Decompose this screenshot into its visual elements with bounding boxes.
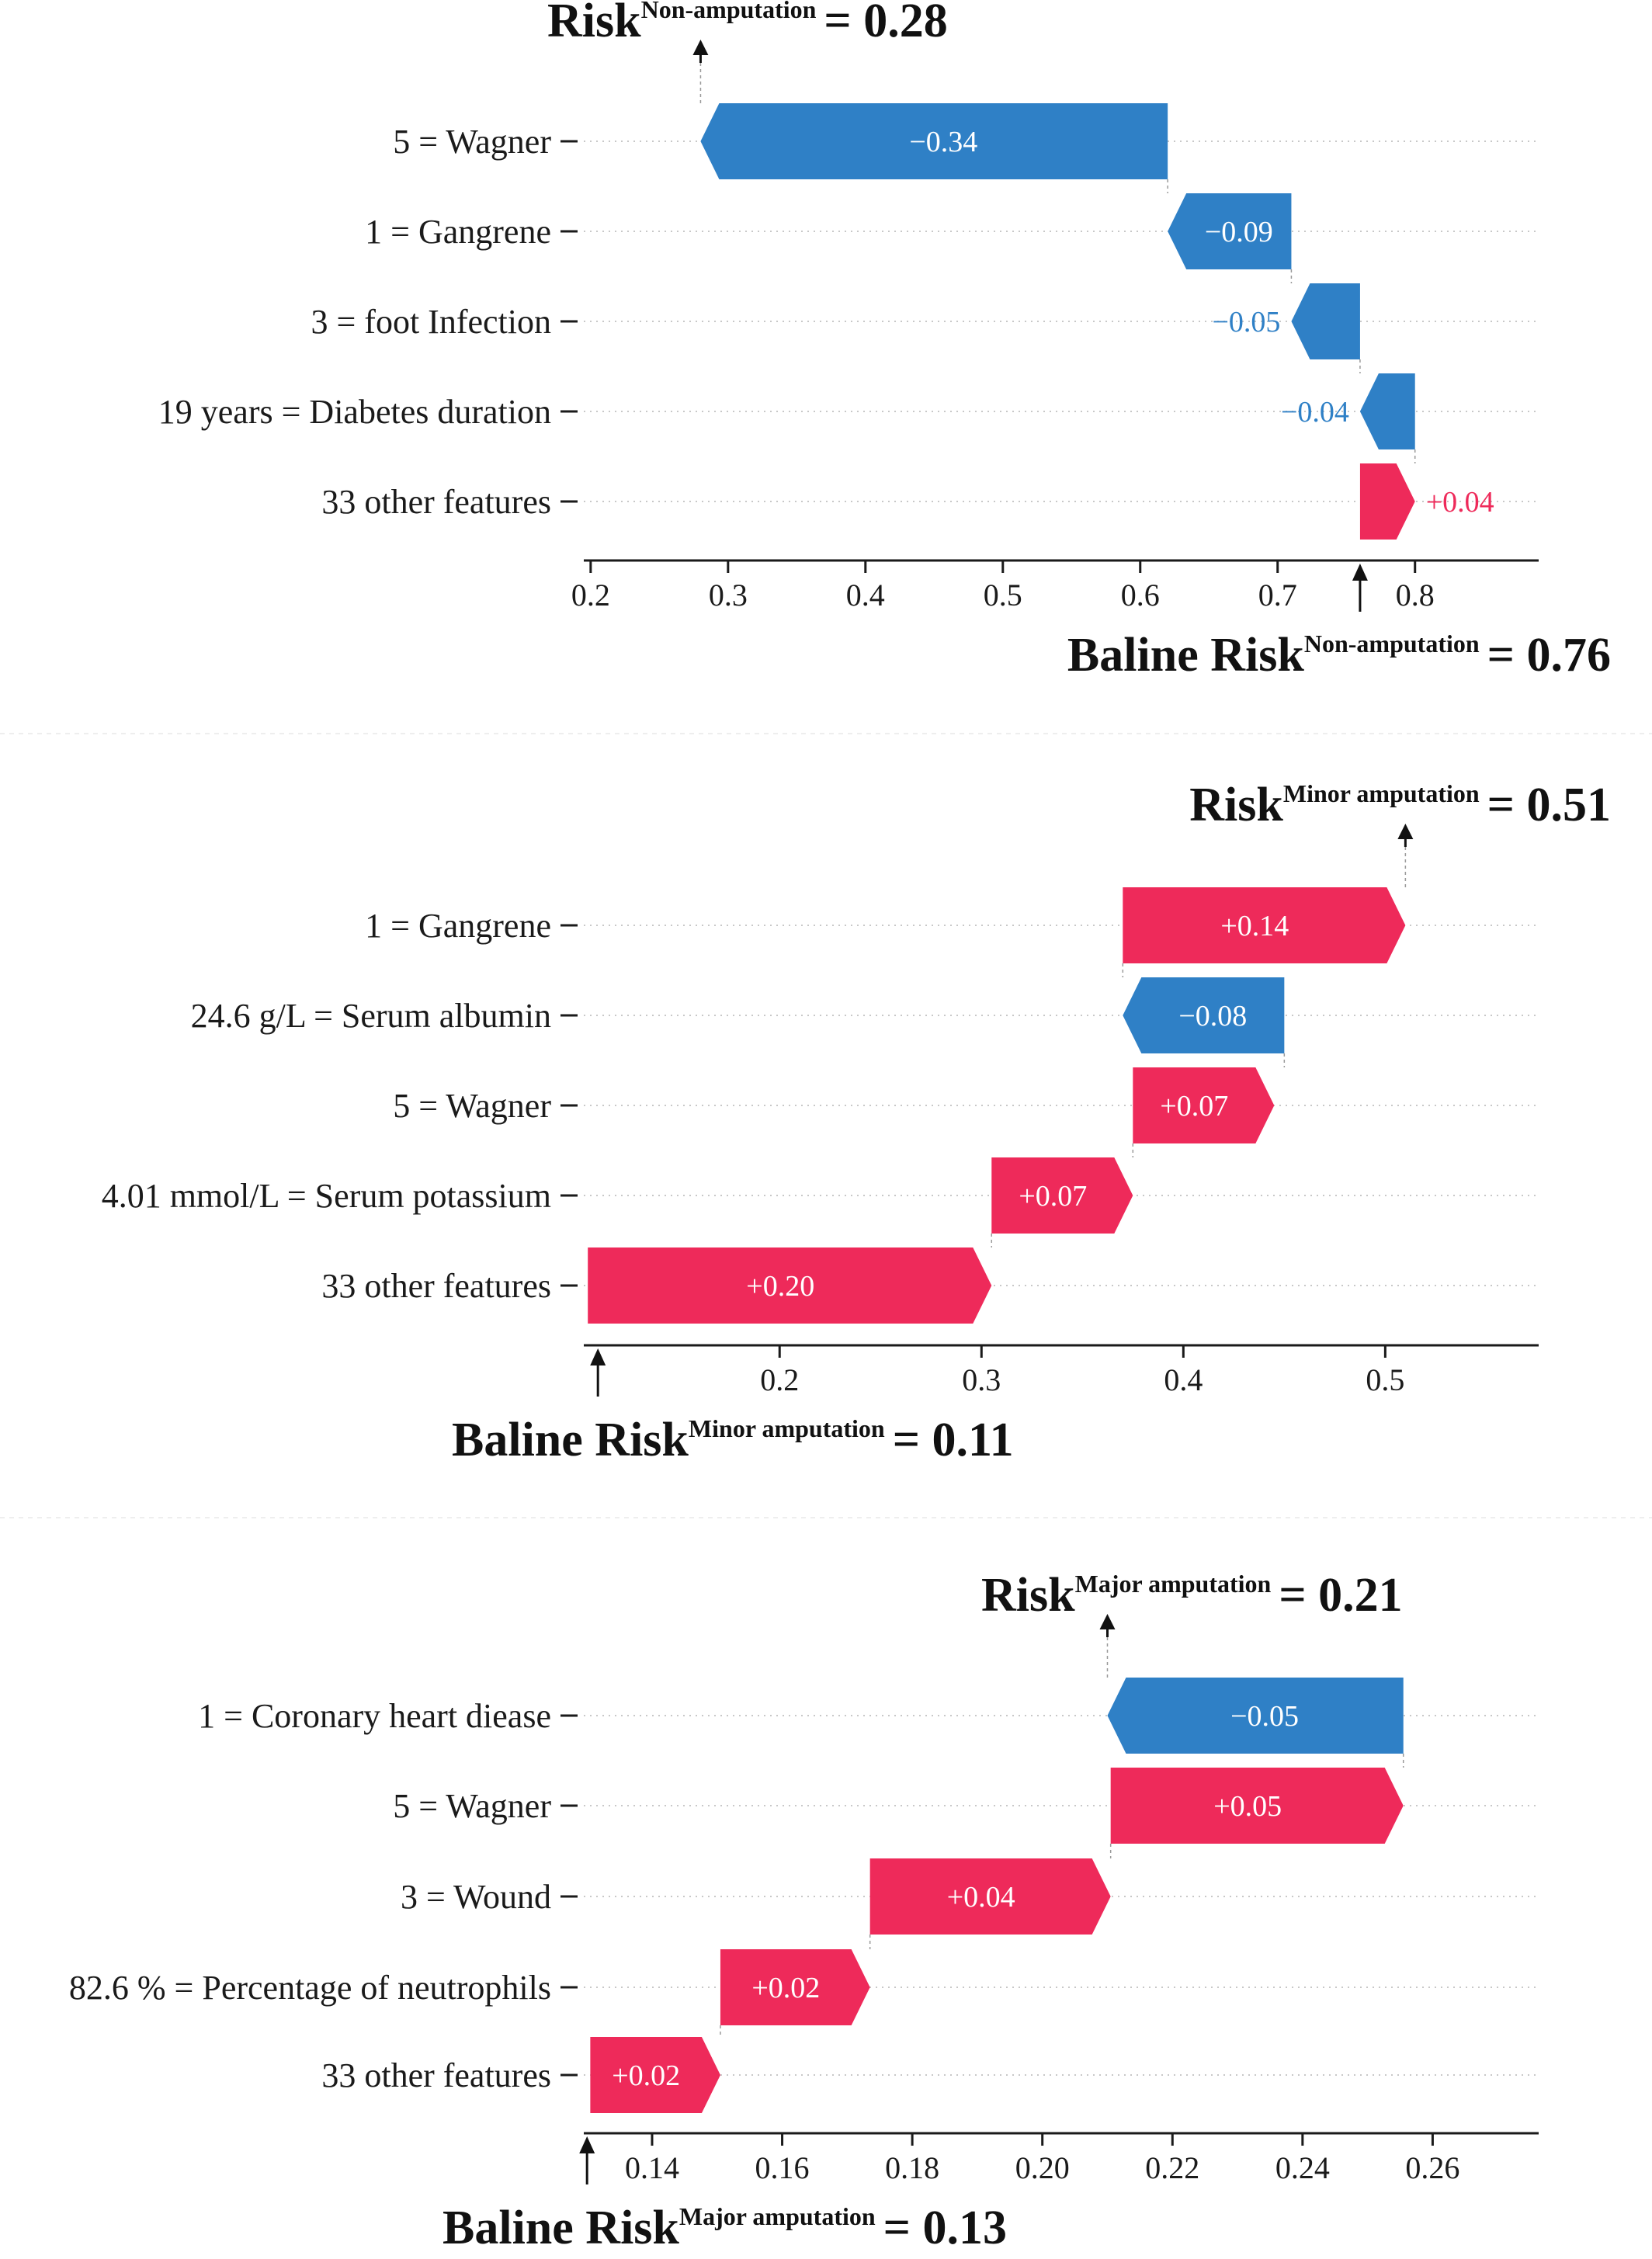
base-risk-title: Baline RiskMajor amputation = 0.13 xyxy=(442,2202,1007,2254)
final-risk-title: RiskNon-amputation = 0.28 xyxy=(547,0,948,47)
feature-label: 82.6 % = Percentage of neutrophils xyxy=(69,1969,551,2007)
x-tick-label: 0.26 xyxy=(1405,2150,1459,2185)
final-risk-title-value: = 0.28 xyxy=(824,0,947,47)
x-tick-label: 0.7 xyxy=(1258,578,1297,612)
bar-value-label: +0.02 xyxy=(612,2059,680,2092)
x-tick-label: 0.2 xyxy=(571,578,610,612)
x-tick-label: 0.14 xyxy=(625,2150,679,2185)
base-risk-title-value: = 0.76 xyxy=(1487,629,1611,682)
final-risk-title: RiskMajor amputation = 0.21 xyxy=(981,1569,1403,1622)
bar-value-label: +0.02 xyxy=(751,1972,820,2004)
x-tick-label: 0.18 xyxy=(885,2150,939,2185)
feature-label: 3 = foot Infection xyxy=(311,303,551,341)
positive-contribution-bar xyxy=(869,1858,1111,1935)
base-risk-title-prefix: Baline Risk xyxy=(1067,629,1304,682)
bar-value-label: −0.08 xyxy=(1178,1000,1247,1032)
x-tick-label: 0.24 xyxy=(1275,2150,1330,2185)
bar-value-label: −0.05 xyxy=(1230,1700,1299,1733)
bar-value-label: +0.05 xyxy=(1213,1790,1282,1823)
up-arrow-icon xyxy=(1397,824,1414,839)
final-risk-title-prefix: Risk xyxy=(1189,779,1283,831)
negative-contribution-bar xyxy=(1359,373,1415,449)
up-arrow-icon xyxy=(1099,1614,1116,1629)
positive-contribution-bar xyxy=(1359,463,1415,540)
negative-contribution-bar xyxy=(1291,283,1360,359)
bar-value-label: +0.20 xyxy=(746,1270,814,1303)
final-risk-title-value: = 0.21 xyxy=(1279,1569,1402,1622)
up-arrow-icon xyxy=(590,1348,606,1365)
x-tick-label: 0.4 xyxy=(1164,1362,1203,1397)
x-tick-label: 0.4 xyxy=(846,578,885,612)
feature-label: 33 other features xyxy=(321,1267,551,1305)
bar-value-label: +0.14 xyxy=(1220,910,1289,942)
bar-value-label: −0.05 xyxy=(1213,306,1281,338)
x-tick-label: 0.16 xyxy=(755,2150,810,2185)
x-tick-label: 0.3 xyxy=(709,578,748,612)
x-tick-label: 0.6 xyxy=(1121,578,1160,612)
positive-contribution-bar xyxy=(1133,1067,1275,1143)
final-risk-title-prefix: Risk xyxy=(981,1569,1075,1622)
base-risk-title-superscript: Non-amputation xyxy=(1304,630,1480,658)
base-risk-title-prefix: Baline Risk xyxy=(452,1414,689,1466)
final-risk-title-value: = 0.51 xyxy=(1487,779,1611,831)
final-risk-title: RiskMinor amputation = 0.51 xyxy=(1189,779,1611,831)
positive-contribution-bar xyxy=(588,1247,992,1324)
x-tick-label: 0.8 xyxy=(1396,578,1435,612)
feature-label: 5 = Wagner xyxy=(393,123,551,161)
x-tick-label: 0.5 xyxy=(984,578,1022,612)
bar-value-label: +0.07 xyxy=(1019,1180,1087,1213)
panel-minor-amputation: +0.14 1 = Gangrene −0.08 24.6 g/L = Serum a… xyxy=(102,779,1611,1466)
positive-contribution-bar xyxy=(590,2037,720,2113)
bar-value-label: +0.07 xyxy=(1160,1090,1228,1123)
positive-contribution-bar xyxy=(991,1157,1133,1234)
x-tick-label: 0.20 xyxy=(1015,2150,1070,2185)
feature-label: 1 = Gangrene xyxy=(365,907,551,945)
feature-label: 33 other features xyxy=(321,483,551,521)
up-arrow-icon xyxy=(692,40,709,55)
final-risk-title-superscript: Major amputation xyxy=(1075,1570,1272,1598)
panel-major-amputation: −0.05 1 = Coronary heart diease +0.05 5 = W… xyxy=(69,1569,1539,2254)
x-tick-label: 0.22 xyxy=(1145,2150,1199,2185)
bar-value-label: −0.34 xyxy=(909,126,977,158)
up-arrow-icon xyxy=(1352,564,1368,581)
bar-value-label: −0.09 xyxy=(1205,216,1273,248)
feature-label: 1 = Gangrene xyxy=(365,213,551,251)
positive-contribution-bar xyxy=(720,1949,870,2025)
feature-label: 19 years = Diabetes duration xyxy=(158,393,551,431)
negative-contribution-bar xyxy=(1123,977,1285,1053)
panel-non-amputation: −0.34 5 = Wagner −0.09 1 = Gangrene −0.05 3 =… xyxy=(158,0,1611,682)
final-risk-title-superscript: Non-amputation xyxy=(641,0,817,23)
positive-contribution-bar xyxy=(1110,1768,1404,1844)
negative-contribution-bar xyxy=(1107,1678,1404,1754)
base-risk-title: Baline RiskNon-amputation = 0.76 xyxy=(1067,629,1611,682)
base-risk-title-superscript: Minor amputation xyxy=(689,1414,885,1442)
base-risk-title: Baline RiskMinor amputation = 0.11 xyxy=(452,1414,1014,1466)
feature-label: 24.6 g/L = Serum albumin xyxy=(191,997,551,1035)
feature-label: 5 = Wagner xyxy=(393,1087,551,1125)
feature-label: 4.01 mmol/L = Serum potassium xyxy=(102,1177,551,1215)
x-tick-label: 0.2 xyxy=(760,1362,799,1397)
positive-contribution-bar xyxy=(1123,887,1406,963)
bar-value-label: −0.04 xyxy=(1281,396,1349,429)
base-risk-title-superscript: Major amputation xyxy=(679,2202,876,2230)
feature-label: 33 other features xyxy=(321,2056,551,2094)
final-risk-title-prefix: Risk xyxy=(547,0,641,47)
feature-label: 3 = Wound xyxy=(401,1878,551,1916)
negative-contribution-bar xyxy=(700,103,1168,179)
final-risk-title-superscript: Minor amputation xyxy=(1283,779,1480,807)
base-risk-title-prefix: Baline Risk xyxy=(442,2202,679,2254)
negative-contribution-bar xyxy=(1168,193,1292,269)
up-arrow-icon xyxy=(579,2136,595,2153)
base-risk-title-value: = 0.13 xyxy=(883,2202,1007,2254)
bar-value-label: +0.04 xyxy=(1426,486,1494,519)
feature-label: 5 = Wagner xyxy=(393,1787,551,1825)
base-risk-title-value: = 0.11 xyxy=(893,1414,1014,1466)
feature-label: 1 = Coronary heart diease xyxy=(198,1697,551,1735)
x-tick-label: 0.3 xyxy=(962,1362,1001,1397)
x-tick-label: 0.5 xyxy=(1366,1362,1404,1397)
bar-value-label: +0.04 xyxy=(947,1881,1015,1914)
